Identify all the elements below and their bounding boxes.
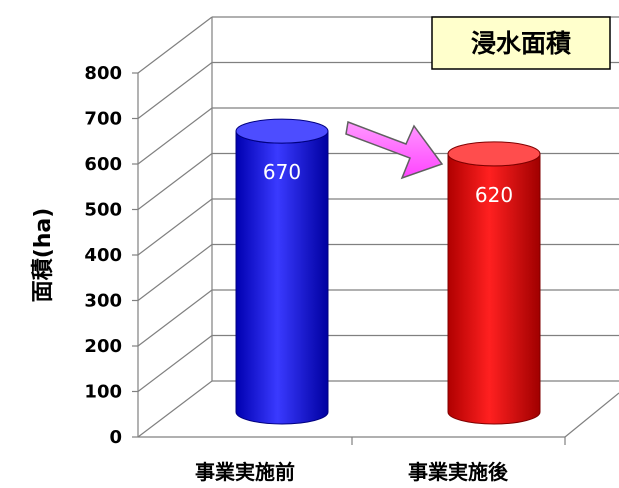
gridline-side [137,289,213,347]
gridline-side [137,198,213,256]
x-category-label: 事業実施後 [408,460,509,484]
y-tick-label: 100 [84,382,122,403]
gridline-side [137,244,213,301]
y-tick-label: 200 [84,336,122,357]
title-box: 浸水面積 [431,16,611,70]
y-axis-title: 面積(ha) [31,208,56,303]
gridline-side [137,16,213,74]
chart-title: 浸水面積 [471,29,571,58]
gridline-side [137,380,213,438]
bar-top [447,141,541,167]
gridline-side [137,153,213,210]
bar [447,141,541,425]
bar [235,118,329,425]
transition-arrow [345,120,444,180]
right-arrow-icon [345,120,444,180]
y-tick-label: 600 [84,154,122,175]
gridline-side [137,62,213,119]
bar-top [235,118,329,144]
y-tick-label: 700 [84,109,122,130]
x-axis-categories: 事業実施前 事業実施後 [195,460,509,484]
y-axis-ticks: 0 100 200 300 400 500 600 700 800 [84,63,122,448]
y-tick-label: 800 [84,63,122,84]
y-tick-label: 0 [109,427,122,448]
gridline-side [137,107,213,165]
chart-grid [132,16,619,445]
y-tick-label: 300 [84,291,122,312]
data-label: 620 [475,183,513,207]
bars: 670 620 [235,118,541,425]
floor-right-edge [564,392,619,438]
gridline-side [137,335,213,392]
y-tick-label: 500 [84,200,122,221]
y-tick-label: 400 [84,245,122,266]
data-label: 670 [263,160,301,184]
x-category-label: 事業実施前 [195,460,295,484]
